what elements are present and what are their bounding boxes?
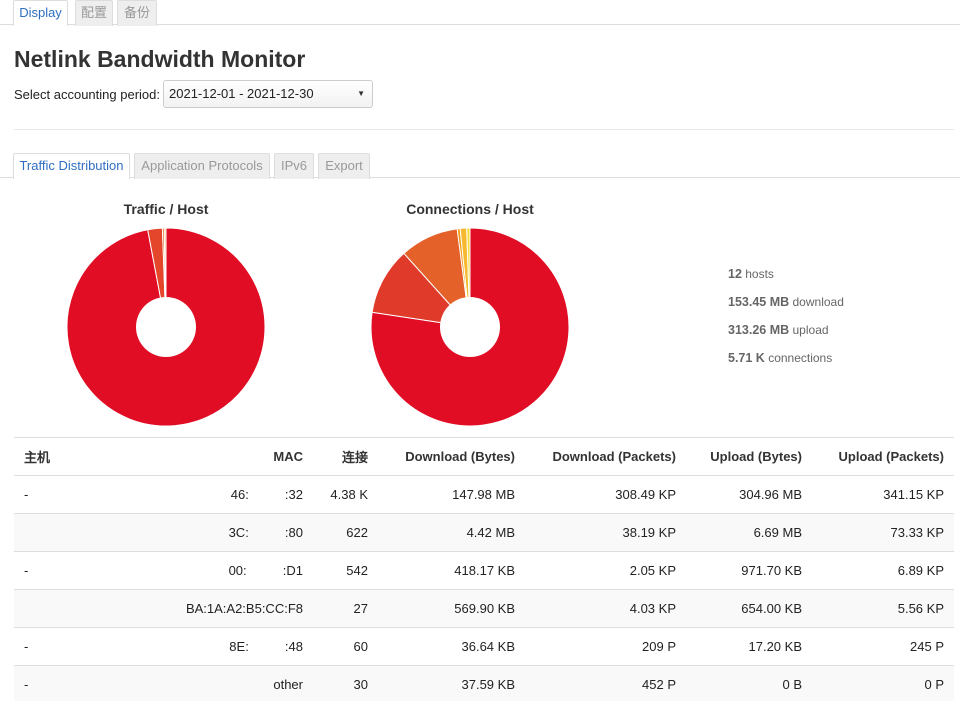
cell-dl-packets: 4.03 KP	[525, 589, 686, 628]
cell-ul-packets: 245 P	[812, 627, 954, 666]
cell-dl-bytes: 4.42 MB	[378, 513, 525, 552]
stat-upload: 313.26 MB upload	[728, 323, 829, 337]
tab-application-protocols[interactable]: Application Protocols	[134, 153, 270, 179]
cell-mac[interactable]: 8E: :48	[144, 627, 313, 666]
tab-backup[interactable]: 备份	[117, 0, 157, 26]
col-upload-packets[interactable]: Upload (Packets)	[812, 437, 954, 476]
col-download-bytes[interactable]: Download (Bytes)	[378, 437, 525, 476]
cell-ul-bytes: 6.69 MB	[686, 513, 812, 552]
pie-hole	[440, 297, 500, 357]
cell-ul-bytes: 0 B	[686, 665, 812, 701]
divider	[14, 129, 954, 130]
cell-ul-bytes: 654.00 KB	[686, 589, 812, 628]
stat-connections: 5.71 K connections	[728, 351, 833, 365]
sub-tab-bar: Traffic Distribution Application Protoco…	[0, 153, 960, 179]
cell-dl-packets: 38.19 KP	[525, 513, 686, 552]
table-row: -00: :D1 542 418.17 KB 2.05 KP 971.70 KB 6.89…	[14, 551, 954, 590]
pie-hole	[136, 297, 196, 357]
cell-dl-packets: 2.05 KP	[525, 551, 686, 590]
cell-host: -	[14, 627, 144, 666]
cell-ul-packets: 341.15 KP	[812, 475, 954, 514]
chevron-down-icon: ▼	[357, 89, 365, 98]
cell-dl-bytes: 569.90 KB	[378, 589, 525, 628]
cell-conn[interactable]: 542	[313, 551, 378, 590]
tab-ipv6[interactable]: IPv6	[274, 153, 314, 179]
connections-chart-title: Connections / Host	[406, 201, 534, 217]
cell-ul-packets: 0 P	[812, 665, 954, 701]
period-label: Select accounting period:	[14, 87, 160, 102]
cell-ul-packets: 73.33 KP	[812, 513, 954, 552]
cell-mac[interactable]: 00: :D1	[144, 551, 313, 590]
tab-display[interactable]: Display	[13, 0, 68, 26]
table-row: -46: :32 4.38 K 147.98 MB 308.49 KP 304.96 M…	[14, 475, 954, 514]
pie-slice[interactable]	[371, 252, 472, 328]
cell-ul-packets: 5.56 KP	[812, 589, 954, 628]
summary-stats: 12 hosts 153.45 MB download 313.26 MB up…	[728, 264, 844, 376]
col-download-packets[interactable]: Download (Packets)	[525, 437, 686, 476]
cell-ul-packets: 6.89 KP	[812, 551, 954, 590]
cell-host	[14, 589, 144, 628]
col-connections[interactable]: 连接	[313, 437, 378, 476]
traffic-host-pie	[66, 227, 266, 427]
table-row: -8E: :48 60 36.64 KB 209 P 17.20 KB 245 P	[14, 627, 954, 666]
cell-mac[interactable]: other	[144, 665, 313, 701]
cell-conn[interactable]: 27	[313, 589, 378, 628]
stat-download: 153.45 MB download	[728, 295, 844, 309]
period-select[interactable]: 2021-12-01 - 2021-12-30 ▼	[163, 80, 373, 108]
cell-ul-bytes: 17.20 KB	[686, 627, 812, 666]
connections-host-pie	[370, 227, 570, 427]
col-mac[interactable]: MAC	[144, 437, 313, 476]
cell-ul-bytes: 971.70 KB	[686, 551, 812, 590]
cell-host: -	[14, 475, 144, 514]
cell-mac[interactable]: 3C: :80	[144, 513, 313, 552]
cell-dl-packets: 209 P	[525, 627, 686, 666]
tab-config[interactable]: 配置	[75, 0, 113, 26]
cell-dl-packets: 308.49 KP	[525, 475, 686, 514]
col-host[interactable]: 主机	[14, 437, 144, 476]
table-row: 3C: :80 622 4.42 MB 38.19 KP 6.69 MB 73.33 KP	[14, 513, 954, 552]
table-row: BA:1A:A2:B5:CC:F8 27 569.90 KB 4.03 KP 654.0…	[14, 589, 954, 628]
cell-conn[interactable]: 4.38 K	[313, 475, 378, 514]
cell-host	[14, 513, 144, 552]
cell-conn[interactable]: 60	[313, 627, 378, 666]
cell-dl-packets: 452 P	[525, 665, 686, 701]
cell-dl-bytes: 418.17 KB	[378, 551, 525, 590]
table-header-row: 主机 MAC 连接 Download (Bytes) Download (Pac…	[14, 437, 954, 476]
tab-traffic-distribution[interactable]: Traffic Distribution	[13, 153, 130, 179]
period-select-value: 2021-12-01 - 2021-12-30	[169, 86, 314, 101]
top-tab-bar: Display 配置 备份	[0, 0, 960, 26]
cell-ul-bytes: 304.96 MB	[686, 475, 812, 514]
cell-conn[interactable]: 30	[313, 665, 378, 701]
cell-dl-bytes: 147.98 MB	[378, 475, 525, 514]
tab-export[interactable]: Export	[318, 153, 370, 179]
cell-host: -	[14, 551, 144, 590]
stat-hosts: 12 hosts	[728, 267, 774, 281]
cell-mac[interactable]: BA:1A:A2:B5:CC:F8	[144, 589, 313, 628]
hosts-table: 主机 MAC 连接 Download (Bytes) Download (Pac…	[14, 437, 954, 701]
cell-dl-bytes: 36.64 KB	[378, 627, 525, 666]
page-title: Netlink Bandwidth Monitor	[14, 46, 306, 72]
cell-mac[interactable]: 46: :32	[144, 475, 313, 514]
col-upload-bytes[interactable]: Upload (Bytes)	[686, 437, 812, 476]
cell-host: -	[14, 665, 144, 701]
cell-conn[interactable]: 622	[313, 513, 378, 552]
cell-dl-bytes: 37.59 KB	[378, 665, 525, 701]
traffic-chart-title: Traffic / Host	[123, 201, 209, 217]
